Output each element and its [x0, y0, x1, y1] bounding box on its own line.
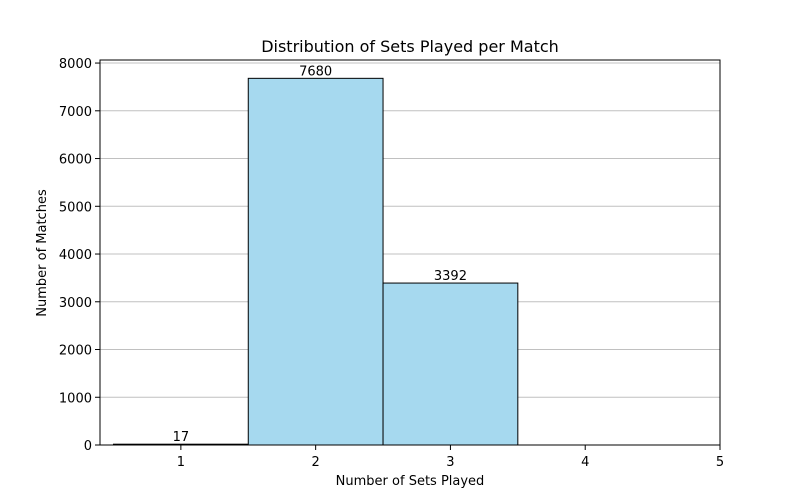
x-axis-label: Number of Sets Played — [336, 474, 485, 489]
y-tick-label: 4000 — [59, 248, 92, 263]
bar — [247, 77, 384, 446]
y-tick-label: 1000 — [59, 391, 92, 406]
y-tick-label: 5000 — [59, 200, 92, 215]
bar — [382, 282, 519, 446]
plot-frame — [99, 59, 721, 446]
x-tick-label: 5 — [716, 455, 724, 470]
x-tick-label: 2 — [312, 455, 320, 470]
chart-title: Distribution of Sets Played per Match — [261, 37, 559, 56]
x-axis-ticks: 1 2 3 4 5 — [177, 445, 724, 470]
y-tick-label: 2000 — [59, 344, 92, 359]
y-tick-label: 3000 — [59, 296, 92, 311]
y-axis-label: Number of Matches — [35, 189, 50, 317]
bar-value-label: 7680 — [299, 64, 332, 79]
x-tick-label: 3 — [446, 455, 454, 470]
y-tick-label: 6000 — [59, 153, 92, 168]
data-labels: 17 7680 3392 — [173, 64, 467, 445]
bar-value-label: 3392 — [434, 269, 467, 284]
x-tick-label: 1 — [177, 455, 185, 470]
bar-value-label: 17 — [173, 430, 190, 445]
y-tick-label: 7000 — [59, 105, 92, 120]
x-tick-label: 4 — [581, 455, 589, 470]
y-tick-label: 0 — [84, 439, 92, 454]
y-axis-ticks: 0 1000 2000 3000 4000 5000 6000 7000 8000 — [59, 57, 100, 454]
y-tick-label: 8000 — [59, 57, 92, 72]
